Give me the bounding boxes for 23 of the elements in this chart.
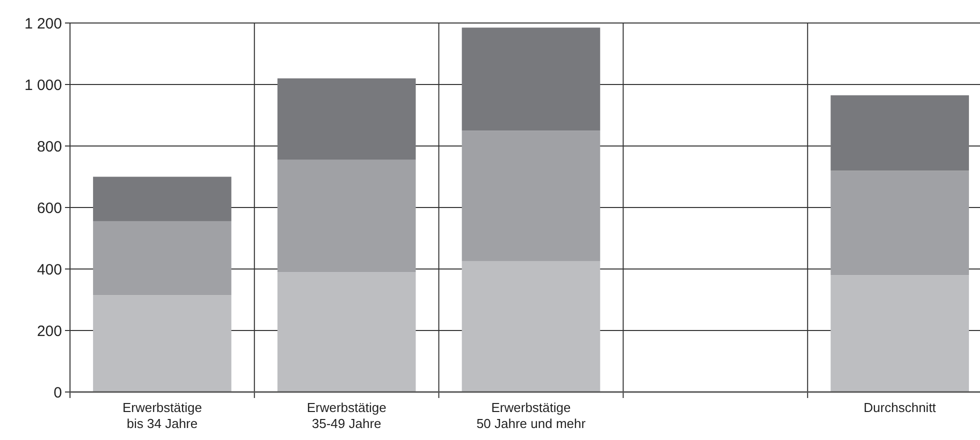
y-tick-label: 0 [54,384,62,402]
y-tick-label: 600 [36,200,62,217]
bar [277,78,416,160]
bar [830,275,969,392]
y-tick-label: 1 200 [24,15,62,32]
bar [462,28,600,131]
x-tick-label: Erwerbstätige bis 34 Jahre [122,400,202,431]
y-tick-label: 400 [36,261,62,278]
bar [277,272,416,392]
bar [93,295,232,392]
y-tick-label: 800 [36,138,62,156]
y-tick-label: 200 [36,322,62,340]
bar [277,160,416,272]
bar [462,130,600,262]
bar [93,176,232,222]
bar [462,261,600,392]
bar [830,170,969,276]
x-tick-label: Durchschnitt [864,400,936,415]
y-tick-label: 1 000 [24,76,62,94]
x-tick-label: Erwerbstätige 35-49 Jahre [306,400,386,431]
bar [830,95,969,171]
x-tick-label: Erwerbstätige 50 Jahre und mehr [476,400,586,431]
bar [93,221,232,296]
